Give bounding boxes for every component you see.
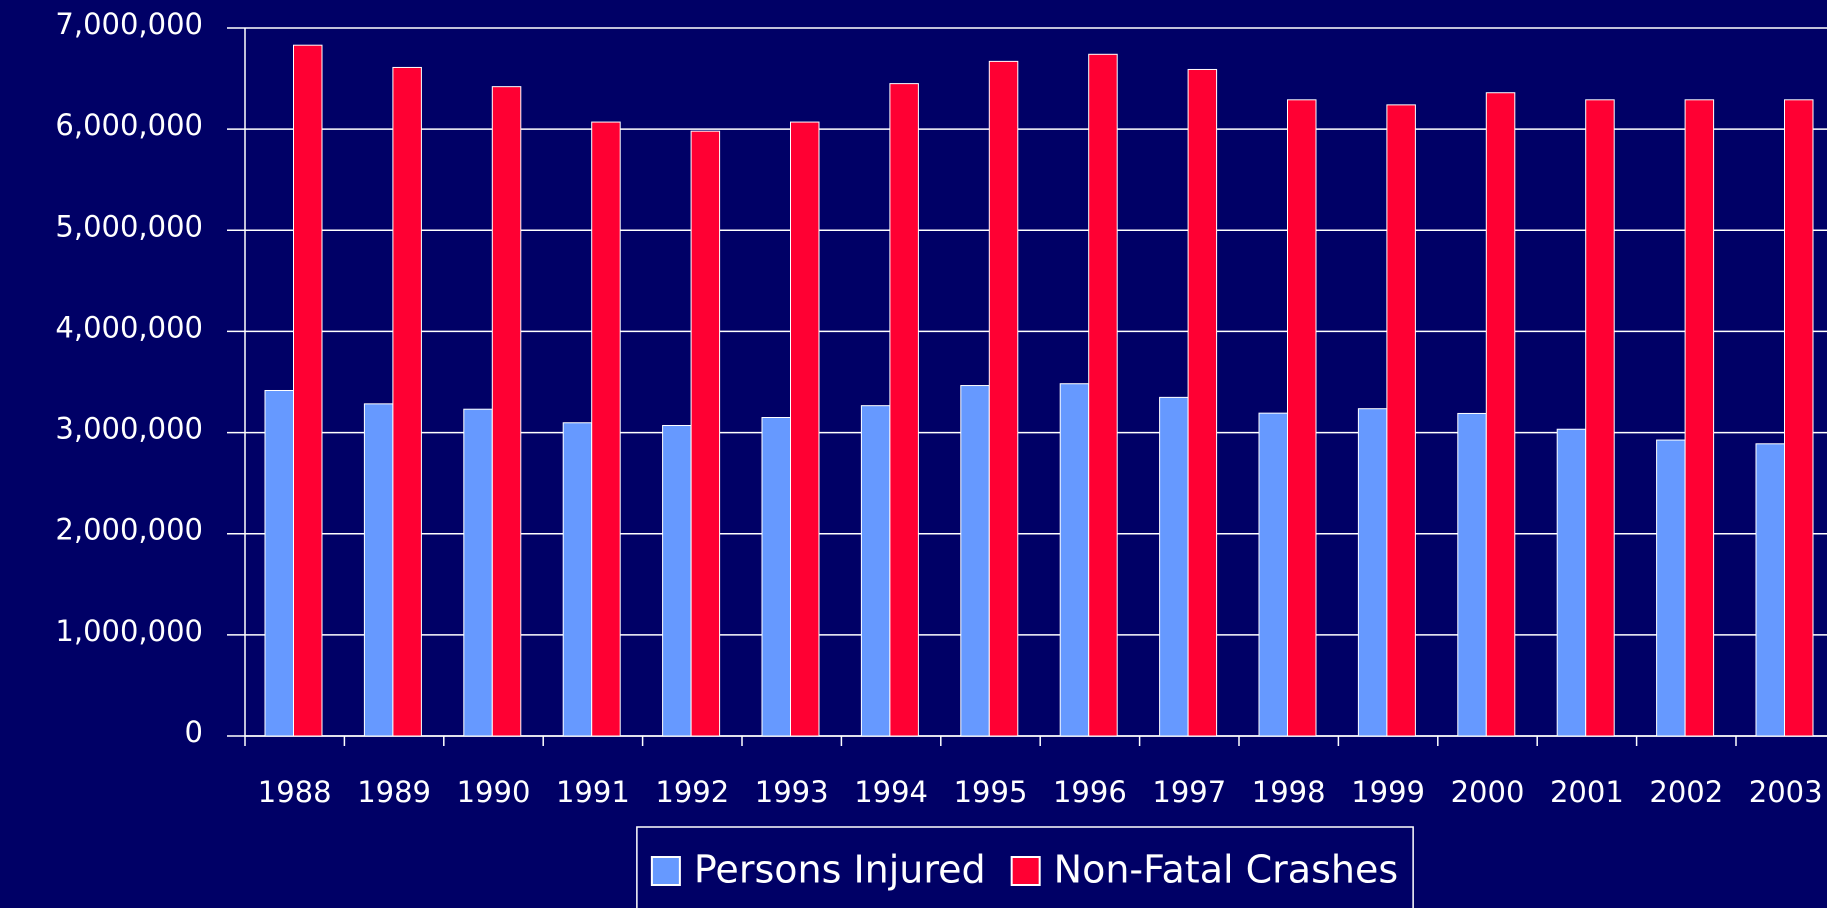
x-tick-label: 1999 (1351, 775, 1425, 809)
bar (1187, 68, 1218, 737)
legend-swatch (650, 856, 681, 886)
bar (463, 408, 493, 737)
bar (1457, 412, 1487, 737)
bar (1357, 408, 1388, 737)
x-tick-label: 1988 (258, 775, 332, 809)
x-tick-label: 1998 (1252, 775, 1326, 809)
legend-box (636, 826, 1414, 908)
legend-label: Non-Fatal Crashes (1054, 848, 1398, 892)
bar (363, 403, 394, 737)
bar (889, 83, 919, 737)
y-tick-label: 7,000,000 (55, 7, 203, 41)
bar (293, 44, 323, 737)
x-tick-label: 2000 (1451, 775, 1525, 809)
y-tick-label: 1,000,000 (55, 614, 203, 648)
bar (1088, 53, 1118, 737)
x-tick-label: 2001 (1550, 775, 1624, 809)
bar (1585, 99, 1615, 737)
bar (1287, 99, 1317, 737)
bar (1784, 99, 1814, 737)
x-tick-label: 1995 (954, 775, 1028, 809)
bar (1556, 428, 1587, 737)
bar (562, 422, 593, 737)
bar (1258, 412, 1288, 737)
x-tick-label: 1991 (556, 775, 630, 809)
bar (1159, 396, 1189, 737)
x-tick-label: 2003 (1749, 775, 1823, 809)
y-tick-label: 5,000,000 (55, 209, 203, 243)
bar (591, 121, 621, 737)
x-tick-label: 2002 (1649, 775, 1723, 809)
bar (1485, 92, 1516, 737)
x-tick-label: 1990 (457, 775, 531, 809)
y-tick-label: 0 (185, 715, 203, 749)
bar (1386, 104, 1416, 737)
legend-label: Persons Injured (694, 848, 986, 892)
bar (491, 86, 522, 737)
x-tick-label: 1994 (854, 775, 928, 809)
y-tick-label: 3,000,000 (55, 412, 203, 446)
bar (1059, 383, 1090, 737)
x-tick-label: 1992 (655, 775, 729, 809)
bar (392, 66, 422, 737)
bar (1656, 439, 1686, 737)
bar (1684, 99, 1715, 737)
x-tick-label: 1996 (1053, 775, 1127, 809)
y-tick-label: 4,000,000 (55, 310, 203, 344)
x-tick-label: 1997 (1152, 775, 1226, 809)
bar (988, 60, 1019, 737)
bar (662, 424, 692, 737)
legend-swatch (1010, 856, 1041, 886)
bar (960, 385, 990, 737)
y-tick-label: 2,000,000 (55, 513, 203, 547)
bar (860, 405, 891, 737)
bar (790, 121, 820, 737)
x-tick-label: 1993 (755, 775, 829, 809)
bar (690, 130, 721, 737)
bar (264, 389, 294, 737)
x-tick-label: 1989 (357, 775, 431, 809)
y-tick-label: 6,000,000 (55, 108, 203, 142)
bar (1755, 443, 1785, 737)
bar (761, 417, 791, 737)
